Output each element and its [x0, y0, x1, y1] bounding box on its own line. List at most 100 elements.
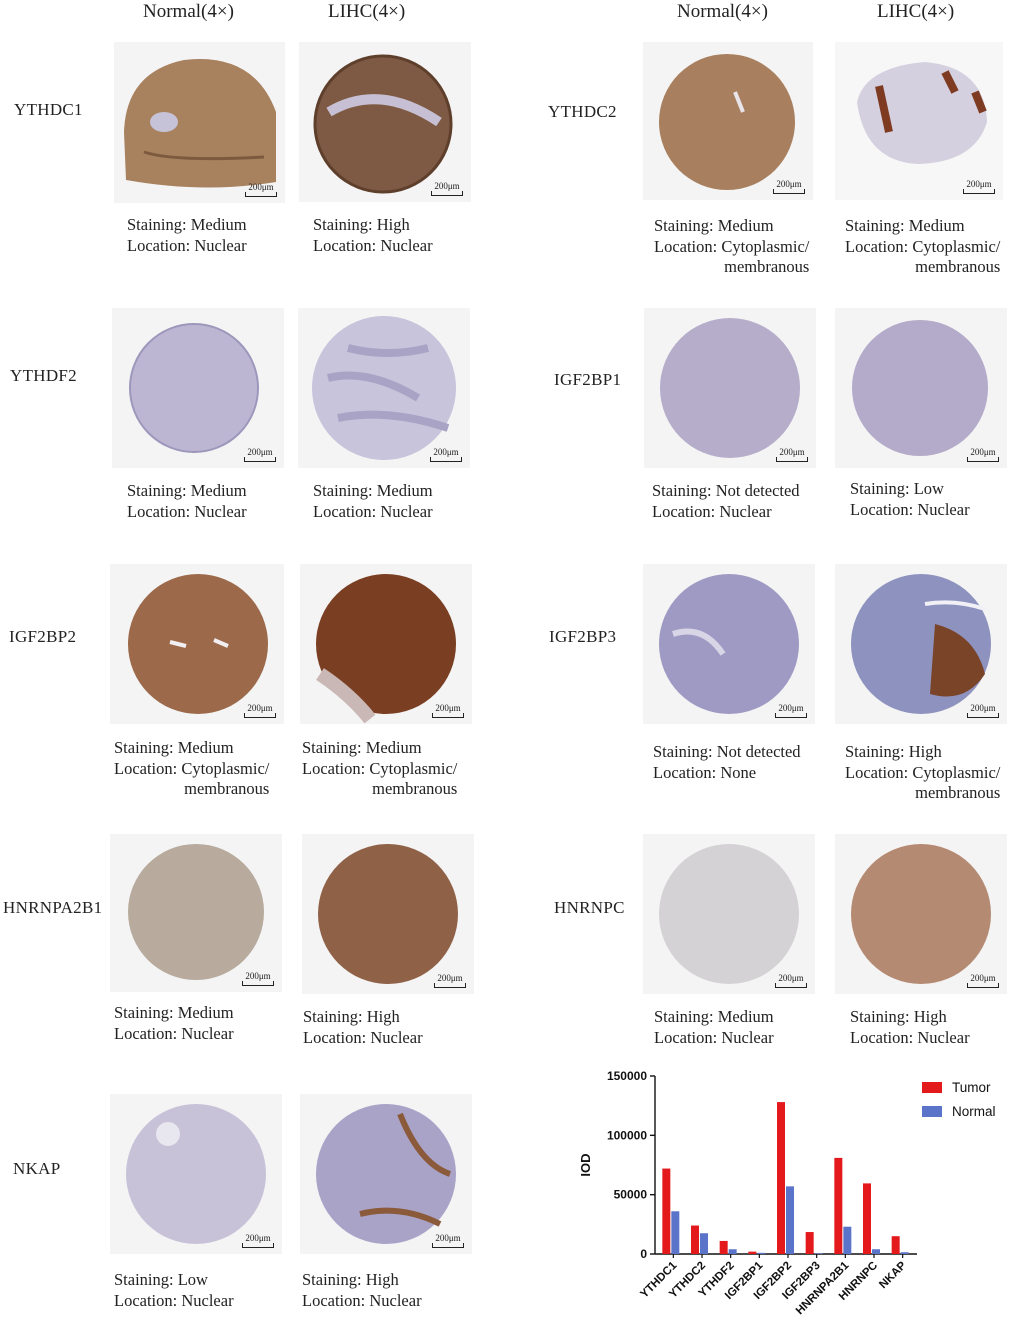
- tissue-image-igf2bp2-normal: 200μm: [110, 564, 284, 724]
- caption-location-cont: membranous: [372, 779, 458, 798]
- caption-staining: Staining: Medium: [114, 738, 234, 757]
- gene-label-hnrnpa2b1: HNRNPA2B1: [3, 898, 103, 917]
- caption-igf2bp3-normal: Staining: Not detected Location: None: [653, 742, 801, 783]
- caption-staining: Staining: Low: [114, 1270, 208, 1289]
- bar-tumor-igf2bp3: [805, 1232, 814, 1254]
- y-tick-label: 50000: [614, 1188, 648, 1202]
- caption-location: Location: Nuclear: [303, 1027, 423, 1047]
- caption-hnrnpc-normal: Staining: Medium Location: Nuclear: [654, 1007, 774, 1048]
- tissue-image-igf2bp2-lihc: 200μm: [300, 564, 472, 724]
- caption-ythdf2-normal: Staining: Medium Location: Nuclear: [127, 481, 247, 522]
- tissue-image-hnrnpa2b1-normal: 200μm: [110, 834, 282, 992]
- scale-bar-label: 200μm: [247, 447, 273, 457]
- caption-location: Location: Nuclear: [313, 235, 433, 255]
- caption-staining: Staining: High: [303, 1007, 400, 1026]
- caption-staining: Staining: Medium: [654, 1007, 774, 1026]
- caption-ythdc1-lihc: Staining: High Location: Nuclear: [313, 215, 433, 256]
- tissue-image-igf2bp3-normal: 200μm: [643, 564, 815, 724]
- caption-staining: Staining: Medium: [654, 216, 774, 235]
- tissue-image-ythdf2-lihc: 200μm: [298, 308, 470, 468]
- gene-label-igf2bp2: IGF2BP2: [9, 627, 77, 646]
- caption-hnrnpc-lihc: Staining: High Location: Nuclear: [850, 1007, 970, 1048]
- bar-normal-ythdc1: [671, 1211, 680, 1254]
- scale-bar-label: 200μm: [776, 179, 802, 189]
- scale-bar: [242, 981, 274, 986]
- scale-bar: [430, 457, 462, 462]
- caption-ythdf2-lihc: Staining: Medium Location: Nuclear: [313, 481, 433, 522]
- caption-location: Location: Nuclear: [850, 499, 970, 519]
- caption-location: Location: None: [653, 762, 757, 782]
- scale-bar-label: 200μm: [247, 703, 273, 713]
- gene-label-ythdf2: YTHDF2: [10, 366, 77, 385]
- caption-location: Location: Nuclear: [302, 1290, 422, 1310]
- caption-location: Location: Nuclear: [652, 501, 772, 521]
- tissue-image-hnrnpc-lihc: 200μm: [835, 834, 1007, 994]
- scale-bar: [776, 457, 808, 462]
- caption-staining: Staining: High: [313, 215, 410, 234]
- caption-staining: Staining: High: [302, 1270, 399, 1289]
- scale-bar-label: 200μm: [437, 973, 463, 983]
- caption-location: Location: Cytoplasmic/: [845, 236, 1001, 256]
- scale-bar: [432, 1243, 464, 1248]
- bar-normal-ythdf2: [728, 1249, 737, 1254]
- tissue-image-ythdf2-normal: 200μm: [112, 308, 284, 468]
- bar-normal-hnrnpc: [872, 1249, 880, 1254]
- tissue-image-ythdc2-normal: 200μm: [643, 42, 813, 200]
- tissue-image-igf2bp3-lihc: 200μm: [835, 564, 1007, 724]
- caption-location: Location: Cytoplasmic/: [845, 762, 1001, 782]
- bar-tumor-igf2bp2: [777, 1102, 785, 1254]
- caption-location: Location: Nuclear: [313, 501, 433, 521]
- scale-bar: [244, 457, 276, 462]
- caption-staining: Staining: Medium: [114, 1003, 234, 1022]
- caption-location-cont: membranous: [724, 257, 810, 276]
- legend-label-normal: Normal: [952, 1104, 996, 1119]
- caption-location-cont: membranous: [184, 779, 270, 798]
- header-right-lihc: LIHC(4×): [877, 1, 955, 22]
- caption-location: Location: Nuclear: [127, 501, 247, 521]
- caption-location: Location: Cytoplasmic/: [114, 758, 270, 778]
- tissue-image-hnrnpa2b1-lihc: 200μm: [302, 834, 474, 994]
- legend-swatch-tumor: [922, 1082, 942, 1093]
- scale-bar: [431, 191, 463, 196]
- gene-label-nkap: NKAP: [13, 1159, 61, 1178]
- gene-label-hnrnpc: HNRNPC: [554, 898, 625, 917]
- bar-tumor-nkap: [891, 1236, 900, 1254]
- y-tick-label: 150000: [607, 1069, 647, 1083]
- scale-bar: [963, 189, 995, 194]
- scale-bar-label: 200μm: [245, 971, 271, 981]
- header-right-normal: Normal(4×): [677, 1, 768, 22]
- bar-tumor-ythdf2: [719, 1240, 728, 1254]
- bar-tumor-ythdc1: [662, 1168, 671, 1254]
- scale-bar: [244, 713, 276, 718]
- scale-bar-label: 200μm: [245, 1233, 271, 1243]
- caption-nkap-lihc: Staining: High Location: Nuclear: [302, 1270, 422, 1311]
- scale-bar: [775, 983, 807, 988]
- legend-swatch-normal: [922, 1106, 942, 1117]
- caption-nkap-normal: Staining: Low Location: Nuclear: [114, 1270, 234, 1311]
- caption-igf2bp2-lihc: Staining: Medium Location: Cytoplasmic/ …: [302, 738, 457, 800]
- caption-staining: Staining: Low: [850, 479, 944, 498]
- caption-location-cont: membranous: [915, 783, 1001, 802]
- caption-ythdc2-lihc: Staining: Medium Location: Cytoplasmic/ …: [845, 216, 1000, 278]
- caption-hnrnpa2b1-lihc: Staining: High Location: Nuclear: [303, 1007, 423, 1048]
- header-left-lihc: LIHC(4×): [328, 1, 406, 22]
- tissue-image-ythdc1-lihc: 200μm: [299, 42, 471, 202]
- caption-igf2bp3-lihc: Staining: High Location: Cytoplasmic/ me…: [845, 742, 1000, 804]
- bar-normal-nkap: [900, 1252, 909, 1254]
- gene-label-igf2bp1: IGF2BP1: [554, 370, 622, 389]
- caption-location: Location: Nuclear: [850, 1027, 970, 1047]
- y-axis-label: IOD: [580, 1153, 593, 1176]
- iod-bar-chart: 050000100000150000IODYTHDC1YTHDC2YTHDF2I…: [580, 1069, 996, 1317]
- tissue-image-nkap-normal: 200μm: [110, 1094, 282, 1254]
- scale-bar: [434, 983, 466, 988]
- caption-staining: Staining: Medium: [127, 481, 247, 500]
- caption-location: Location: Nuclear: [127, 235, 247, 255]
- bar-tumor-ythdc2: [691, 1225, 699, 1254]
- caption-location: Location: Nuclear: [114, 1290, 234, 1310]
- caption-staining: Staining: Not detected: [652, 481, 800, 500]
- scale-bar: [432, 713, 464, 718]
- tissue-image-nkap-lihc: 200μm: [300, 1094, 472, 1254]
- tissue-image-igf2bp1-normal: 200μm: [644, 308, 816, 468]
- caption-staining: Staining: High: [845, 742, 942, 761]
- caption-location: Location: Nuclear: [114, 1023, 234, 1043]
